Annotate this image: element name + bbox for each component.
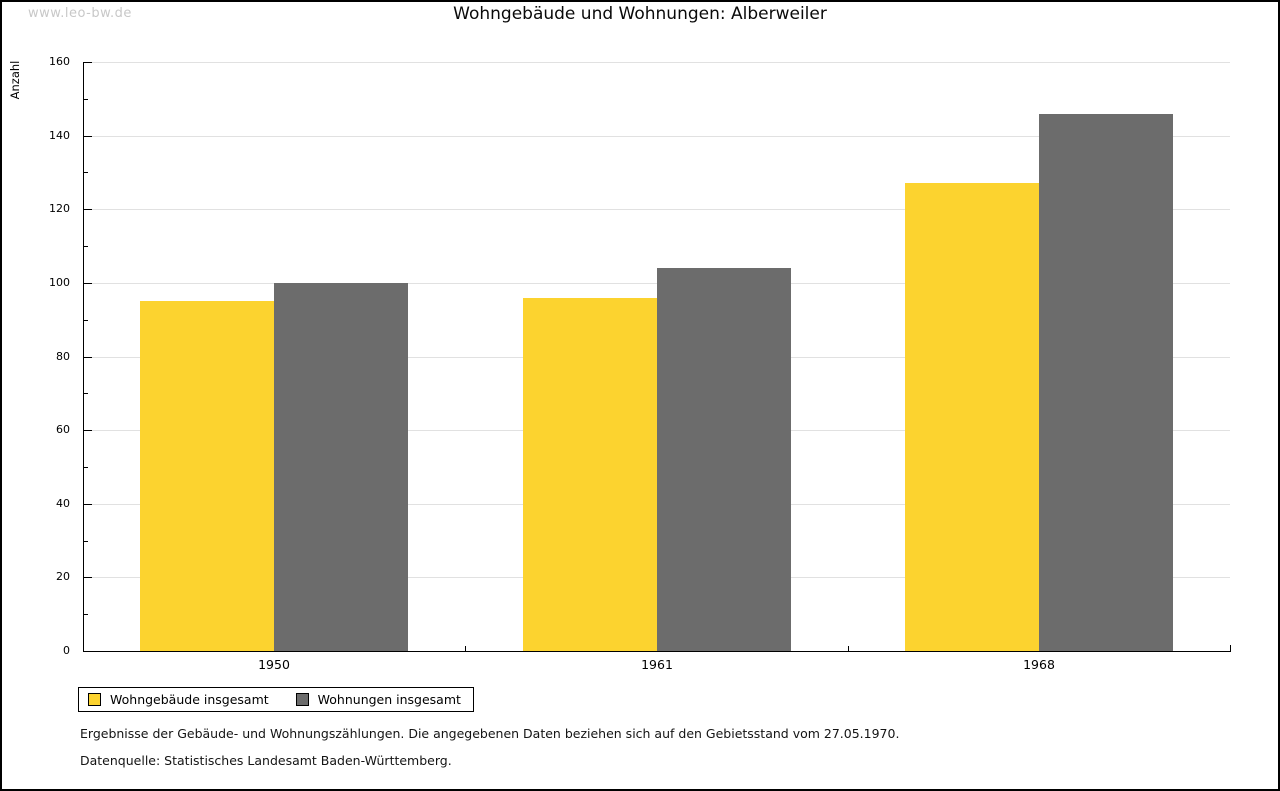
y-tick-label: 80	[56, 350, 70, 363]
y-axis-title: Anzahl	[8, 60, 22, 100]
x-axis-category-tick	[465, 646, 466, 651]
y-axis-minor-tick	[83, 541, 88, 542]
x-tick-label-1950: 1950	[258, 657, 290, 672]
y-axis-minor-tick	[83, 246, 88, 247]
y-axis-minor-tick	[83, 320, 88, 321]
legend-label: Wohnungen insgesamt	[317, 692, 461, 707]
y-tick-label: 140	[49, 129, 70, 142]
bar-wohngebäude-1968	[905, 183, 1039, 651]
gridline	[83, 209, 1230, 210]
y-axis-major-tick	[83, 209, 92, 210]
y-tick-label: 20	[56, 570, 70, 583]
y-tick-label: 120	[49, 202, 70, 215]
y-tick-label: 60	[56, 423, 70, 436]
y-axis-major-tick	[83, 430, 92, 431]
y-axis-minor-tick	[83, 467, 88, 468]
gridline	[83, 136, 1230, 137]
legend: Wohngebäude insgesamt Wohnungen insgesam…	[78, 687, 474, 712]
bar-wohnungen-1950	[274, 283, 408, 651]
y-tick-label: 100	[49, 276, 70, 289]
x-axis-category-tick	[848, 646, 849, 651]
footnote-line-2: Datenquelle: Statistisches Landesamt Bad…	[80, 753, 452, 768]
x-tick-label-1961: 1961	[641, 657, 673, 672]
gridline	[83, 283, 1230, 284]
gridline	[83, 62, 1230, 63]
y-axis-major-tick	[83, 283, 92, 284]
footnote-line-1: Ergebnisse der Gebäude- und Wohnungszähl…	[80, 726, 900, 741]
bar-wohngebäude-1950	[140, 301, 274, 651]
y-axis-minor-tick	[83, 172, 88, 173]
legend-swatch-yellow	[88, 693, 101, 706]
y-axis-major-tick	[83, 357, 92, 358]
x-tick-label-1968: 1968	[1023, 657, 1055, 672]
legend-entry-wohnungen: Wohnungen insgesamt	[295, 692, 461, 707]
watermark: www.leo-bw.de	[28, 6, 132, 21]
legend-swatch-gray	[295, 693, 309, 706]
y-axis-major-tick	[83, 62, 92, 63]
y-axis-minor-tick	[83, 614, 88, 615]
x-axis-line	[83, 651, 1231, 652]
y-tick-label: 0	[63, 644, 70, 657]
legend-label: Wohngebäude insgesamt	[110, 692, 269, 707]
x-axis-end-tick	[1230, 645, 1231, 651]
y-tick-label: 40	[56, 497, 70, 510]
y-axis-minor-tick	[83, 99, 88, 100]
y-axis-minor-tick	[83, 393, 88, 394]
bar-wohngebäude-1961	[523, 298, 657, 651]
chart-title: Wohngebäude und Wohnungen: Alberweiler	[453, 4, 827, 24]
y-axis-major-tick	[83, 504, 92, 505]
y-tick-label: 160	[49, 55, 70, 68]
y-axis-line	[83, 62, 84, 652]
y-axis-major-tick	[83, 577, 92, 578]
y-axis-major-tick	[83, 136, 92, 137]
bar-wohnungen-1968	[1039, 114, 1173, 651]
legend-entry-wohngebaeude: Wohngebäude insgesamt	[88, 692, 269, 707]
bar-wohnungen-1961	[657, 268, 791, 651]
